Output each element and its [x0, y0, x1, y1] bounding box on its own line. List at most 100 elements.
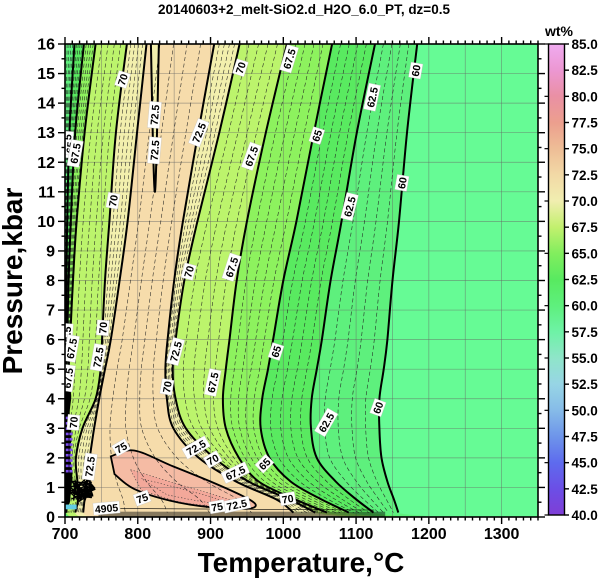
x-tick-label: 1200 — [411, 526, 447, 543]
svg-text:75: 75 — [113, 440, 129, 456]
contour-label: 70 — [114, 70, 131, 89]
svg-text:70: 70 — [107, 194, 121, 208]
contour-label: 72.5 — [147, 136, 163, 165]
colorbar-tick-label: 77.5 — [572, 116, 599, 131]
colorbar-tick-label: 67.5 — [572, 220, 599, 235]
svg-text:70: 70 — [116, 72, 131, 87]
svg-text:62.5: 62.5 — [365, 86, 381, 109]
contour-label: 75 — [208, 499, 226, 515]
contour-label: 70 — [159, 378, 175, 396]
x-tick-label: 1000 — [266, 526, 302, 543]
x-tick-label: 900 — [197, 526, 224, 543]
contour-label: 62.5 — [340, 192, 359, 222]
contour-label: 72.5 — [89, 343, 107, 372]
svg-text:70: 70 — [97, 321, 110, 334]
svg-text:67.5: 67.5 — [62, 367, 77, 389]
colorbar-tick-label: 70.0 — [572, 194, 598, 209]
colorbar-tick-label: 60.0 — [572, 299, 598, 314]
y-tick-label: 4 — [46, 391, 55, 408]
y-tick-label: 8 — [46, 273, 55, 290]
contour-label: 75 — [111, 438, 131, 457]
contour-label: 67.5 — [203, 368, 222, 397]
colorbar-tick-label: 72.5 — [572, 168, 599, 183]
svg-text:67.5: 67.5 — [65, 337, 80, 359]
gridlines — [65, 44, 538, 517]
contour-label: 67.5 — [65, 334, 80, 363]
svg-text:72.5: 72.5 — [226, 498, 249, 514]
contour-label: 4905 — [92, 500, 121, 516]
colorbar-tick-label: 45.0 — [572, 456, 598, 471]
contour-label: 72.5 — [147, 101, 162, 129]
y-tick-label: 13 — [37, 125, 55, 142]
colorbar-tick-label: 85.0 — [572, 37, 598, 52]
y-tick-label: 1 — [46, 480, 55, 497]
svg-text:67.5: 67.5 — [206, 371, 222, 394]
svg-text:65: 65 — [310, 128, 325, 143]
svg-text:60: 60 — [410, 64, 424, 78]
svg-text:60: 60 — [396, 176, 410, 190]
x-tick-label: 800 — [124, 526, 151, 543]
svg-text:60: 60 — [371, 400, 386, 415]
svg-text:70: 70 — [68, 416, 81, 429]
svg-text:70: 70 — [182, 265, 197, 280]
y-tick-label: 11 — [38, 184, 55, 201]
contour-label: 65 — [308, 126, 325, 145]
contour-label: 67.5 — [279, 44, 299, 74]
svg-text:72.5: 72.5 — [91, 346, 106, 368]
y-tick-label: 0 — [46, 510, 55, 527]
svg-text:70: 70 — [234, 60, 249, 75]
contour-label: 62.5 — [363, 82, 381, 112]
svg-text:62.5: 62.5 — [342, 195, 359, 218]
colorbar-title: wt% — [544, 23, 574, 39]
colorbar: 85.0 82.5 80.0 77.5 75.0 72.5 70.0 67.5 65.0 62.5… — [544, 37, 599, 523]
y-tick-label: 12 — [37, 155, 55, 172]
svg-text:75: 75 — [135, 491, 150, 506]
colorbar-tick-label: 80.0 — [572, 89, 598, 104]
y-tick-label: 10 — [37, 214, 55, 231]
contour-label: 72.5 — [222, 495, 252, 514]
svg-text:70: 70 — [205, 452, 221, 468]
colorbar-tick-label: 82.5 — [572, 63, 599, 78]
colorbar-tick-label: 65.0 — [572, 246, 598, 261]
contour-label: 60 — [369, 398, 387, 417]
x-tick-label: 1300 — [484, 526, 520, 543]
colorbar-tick-label: 42.5 — [572, 482, 599, 497]
y-tick-label: 7 — [46, 303, 55, 320]
contour-label: 60 — [394, 174, 410, 192]
svg-text:70: 70 — [161, 380, 175, 394]
contour-label: 70 — [278, 491, 297, 507]
colorbar-tick-label: 55.0 — [572, 351, 598, 366]
svg-text:72.5: 72.5 — [149, 140, 163, 162]
contour-label: 75 — [132, 489, 152, 507]
colorbar-tick-label: 50.0 — [572, 403, 598, 418]
colorbar-tick-label: 47.5 — [572, 430, 599, 445]
svg-text:72.5: 72.5 — [168, 340, 185, 363]
svg-text:75: 75 — [210, 501, 224, 515]
y-tick-label: 5 — [46, 362, 55, 379]
contour-label: 72.5 — [166, 337, 185, 366]
contour-label: 70 — [105, 191, 121, 210]
contour-label: 70 — [180, 262, 197, 281]
colorbar-tick-label: 57.5 — [572, 325, 599, 340]
y-tick-label: 2 — [46, 450, 55, 467]
contour-fill-bands — [65, 44, 538, 517]
axis-ticks: 700 800 900 1000 1100 1200 1300012345678910111… — [37, 37, 545, 543]
y-tick-label: 14 — [37, 96, 55, 113]
y-tick-label: 16 — [37, 37, 55, 54]
contour-label: 67.5 — [62, 364, 77, 393]
y-tick-label: 6 — [46, 332, 55, 349]
contour-label: 70 — [232, 58, 249, 77]
contour-label: 65 — [254, 453, 275, 474]
svg-text:65: 65 — [269, 344, 284, 359]
contour-label: 65 — [267, 342, 285, 361]
x-tick-label: 1100 — [339, 526, 374, 543]
svg-text:72.5: 72.5 — [83, 456, 98, 478]
x-axis-title: Temperature,°C — [198, 547, 405, 578]
svg-text:70: 70 — [281, 493, 295, 507]
y-tick-label: 15 — [37, 66, 55, 83]
colorbar-tick-label: 52.5 — [572, 377, 599, 392]
svg-text:67.5: 67.5 — [69, 142, 84, 164]
contour-label: 67.5 — [66, 139, 84, 168]
contour-label: 70 — [66, 414, 81, 431]
contour-label: 70 — [95, 319, 110, 337]
